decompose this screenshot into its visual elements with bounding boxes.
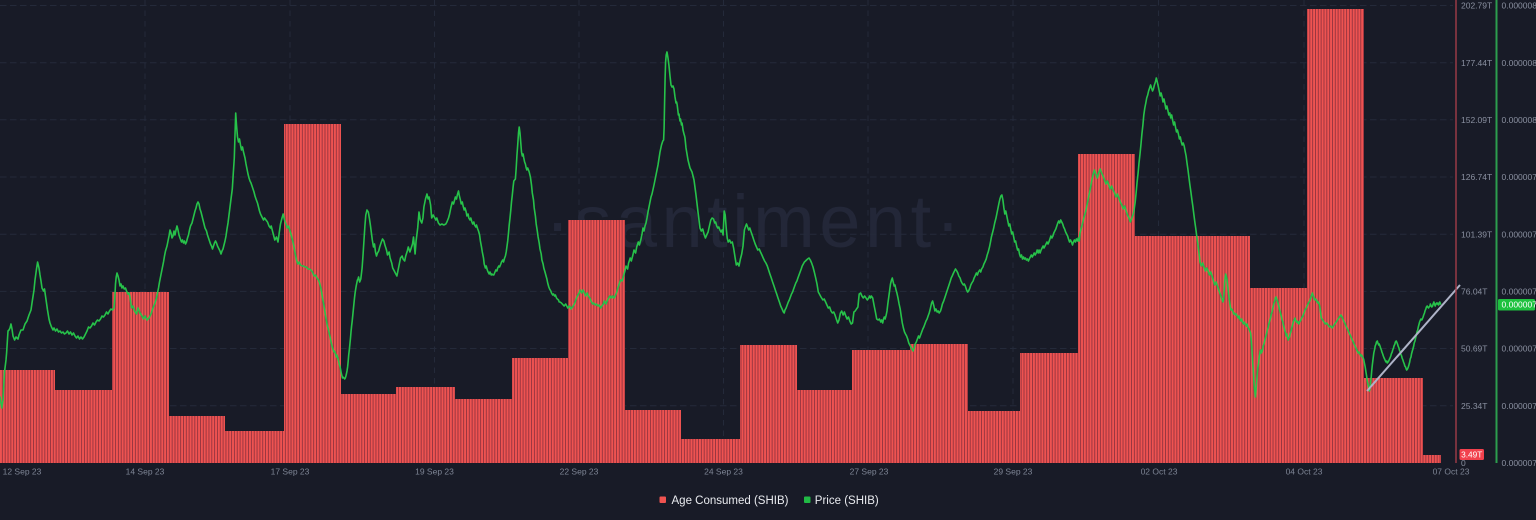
svg-text:76.04T: 76.04T	[1461, 287, 1487, 297]
svg-text:0.000007: 0.000007	[1502, 401, 1536, 411]
svg-text:0.000007: 0.000007	[1502, 300, 1536, 310]
svg-text:0.000008: 0.000008	[1502, 58, 1536, 68]
svg-text:17 Sep 23: 17 Sep 23	[271, 467, 310, 477]
svg-text:126.74T: 126.74T	[1461, 172, 1492, 182]
svg-text:50.69T: 50.69T	[1461, 344, 1487, 354]
svg-text:101.39T: 101.39T	[1461, 229, 1492, 239]
svg-text:29 Sep 23: 29 Sep 23	[994, 467, 1033, 477]
svg-text:177.44T: 177.44T	[1461, 58, 1492, 68]
svg-text:Price (SHIB): Price (SHIB)	[815, 495, 879, 507]
svg-text:3.49T: 3.49T	[1461, 449, 1482, 459]
svg-text:Age Consumed (SHIB): Age Consumed (SHIB)	[672, 495, 789, 507]
svg-text:02 Oct 23: 02 Oct 23	[1141, 467, 1178, 477]
svg-text:12 Sep 23: 12 Sep 23	[3, 467, 42, 477]
svg-text:202.79T: 202.79T	[1461, 1, 1492, 11]
svg-text:25.34T: 25.34T	[1461, 401, 1487, 411]
svg-text:0.000007: 0.000007	[1502, 344, 1536, 354]
svg-text:0: 0	[1461, 458, 1466, 468]
svg-text:0.000008: 0.000008	[1502, 115, 1536, 125]
svg-text:27 Sep 23: 27 Sep 23	[850, 467, 889, 477]
svg-text:14 Sep 23: 14 Sep 23	[126, 467, 165, 477]
svg-text:19 Sep 23: 19 Sep 23	[415, 467, 454, 477]
svg-text:0.000007: 0.000007	[1502, 172, 1536, 182]
svg-text:0.000008: 0.000008	[1502, 1, 1536, 11]
svg-text:0.000007: 0.000007	[1502, 458, 1536, 468]
svg-text:07 Oct 23: 07 Oct 23	[1433, 467, 1470, 477]
svg-text:0.000007: 0.000007	[1502, 287, 1536, 297]
svg-text:24 Sep 23: 24 Sep 23	[704, 467, 743, 477]
svg-text:152.09T: 152.09T	[1461, 115, 1492, 125]
svg-text:04 Oct 23: 04 Oct 23	[1286, 467, 1323, 477]
svg-text:0.000007: 0.000007	[1502, 229, 1536, 239]
svg-text:22 Sep 23: 22 Sep 23	[560, 467, 599, 477]
